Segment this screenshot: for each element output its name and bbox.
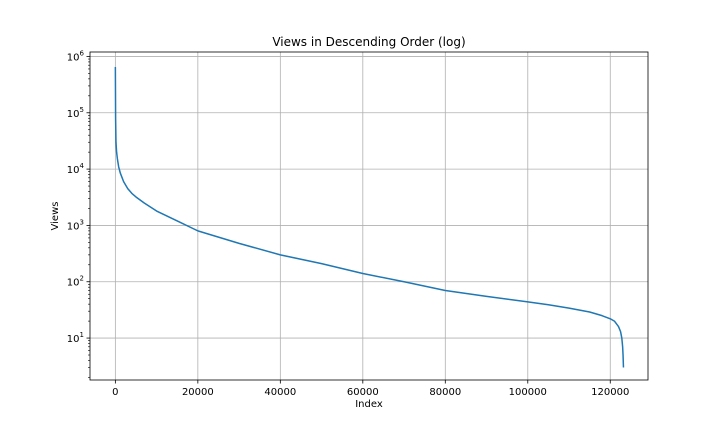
y-tick-label: 101 [67, 331, 84, 345]
x-tick-label: 40000 [264, 387, 296, 398]
y-tick-label: 102 [67, 275, 84, 289]
y-tick-label: 105 [67, 106, 84, 120]
x-axis-label: Index [355, 399, 383, 410]
y-tick-label: 106 [67, 49, 85, 63]
grid-lines [90, 52, 648, 380]
y-axis-ticks: 101 102 103 104 105 106 [67, 49, 90, 378]
series-layer [114, 66, 625, 368]
y-axis-label: Views [50, 202, 61, 231]
x-tick-label: 100000 [509, 387, 547, 398]
y-tick-label: 104 [67, 162, 85, 176]
x-tick-label: 80000 [429, 387, 461, 398]
chart-title: Views in Descending Order (log) [272, 35, 465, 49]
series-line [114, 66, 625, 368]
x-axis-ticks: 0 20000 40000 60000 80000 100000 120000 [112, 380, 629, 398]
x-tick-label: 0 [112, 387, 118, 398]
x-tick-label: 120000 [591, 387, 629, 398]
plot-area-frame [89, 51, 649, 381]
x-tick-label: 60000 [347, 387, 379, 398]
x-tick-label: 20000 [182, 387, 214, 398]
y-tick-label: 103 [67, 218, 84, 232]
